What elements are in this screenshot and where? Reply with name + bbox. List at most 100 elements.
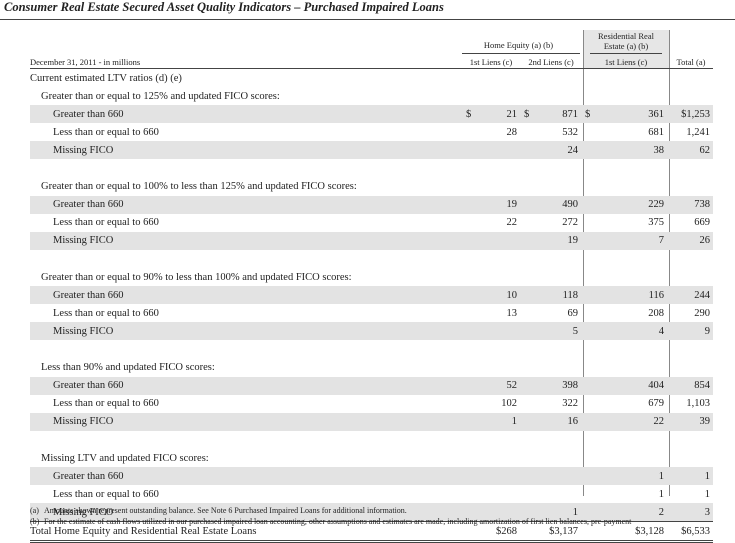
header-col-rre-1st: 1st Liens (c) — [604, 57, 648, 67]
cell-rre — [581, 69, 667, 87]
cell-value: 26 — [699, 235, 711, 247]
cell-he1 — [462, 467, 520, 486]
cell-he2: 322 — [520, 395, 581, 413]
cell-total: 1,103 — [667, 395, 713, 413]
cell-he1 — [462, 449, 520, 467]
cell-value: 116 — [648, 289, 664, 301]
cell-value: 21 — [506, 108, 518, 120]
cell-he2: 69 — [520, 304, 581, 322]
cell-value: 24 — [567, 144, 579, 156]
cell-value: 39 — [699, 416, 711, 428]
row-label: Greater than or equal to 100% to less th… — [41, 181, 357, 193]
asset-quality-table: Current estimated LTV ratios (d) (e) Grea… — [30, 69, 713, 543]
cell-rre: 229 — [581, 195, 667, 214]
header-residential-line1: Residential Real — [598, 31, 654, 41]
cell-value: 62 — [699, 144, 711, 156]
cell-value: 7 — [658, 235, 664, 247]
table-row: Less than or equal to 660 1 1 — [30, 485, 713, 503]
cell-value: 1 — [658, 488, 664, 500]
cell-he1: 28 — [462, 123, 520, 141]
cell-value: 244 — [694, 289, 710, 301]
table-row: Greater than 660 19 490 229 738 — [30, 195, 713, 214]
cell-value: 69 — [567, 307, 579, 319]
cell-total — [667, 178, 713, 196]
cell-he1: 1 — [462, 412, 520, 431]
cell-total — [667, 431, 713, 449]
header-residential-shade — [583, 30, 669, 68]
cell-he1 — [462, 250, 520, 268]
row-label: Greater than 660 — [30, 376, 462, 395]
cell-rre: 38 — [581, 141, 667, 160]
table-row: Greater than 660 $21 $871 $361 $1,253 — [30, 105, 713, 124]
table-row: Missing FICO 1 2 3 — [30, 503, 713, 522]
residential-group-rule — [590, 53, 662, 54]
cell-he2: 118 — [520, 286, 581, 305]
cell-value: 854 — [694, 380, 710, 392]
cell-value: 10 — [506, 289, 518, 301]
cell-rre: 4 — [581, 322, 667, 341]
header-residential-line2: Estate (a) (b) — [603, 41, 649, 51]
header-col-he-1st: 1st Liens (c) — [469, 57, 513, 67]
cell-he2 — [520, 431, 581, 449]
cell-rre: $361 — [581, 105, 667, 124]
cell-he2: 1 — [520, 503, 581, 522]
cell-total — [667, 159, 713, 177]
cell-value: $1,253 — [681, 108, 710, 120]
cell-rre: 404 — [581, 376, 667, 395]
row-label: Missing FICO — [30, 231, 462, 250]
cell-he1 — [462, 178, 520, 196]
cell-value: 52 — [506, 380, 518, 392]
row-label: Missing FICO — [30, 412, 462, 431]
table-row: Missing FICO 19 7 26 — [30, 231, 713, 250]
cell-he1 — [462, 69, 520, 87]
row-label — [30, 250, 462, 268]
cell-value: 13 — [506, 307, 518, 319]
cell-he1 — [462, 87, 520, 105]
cell-value: 9 — [704, 325, 710, 337]
footnotes: (a) Amounts shown represent outstanding b… — [30, 505, 730, 527]
cell-he2 — [520, 87, 581, 105]
row-label: Missing FICO — [30, 322, 462, 341]
row-label: Missing LTV and updated FICO scores: — [41, 452, 209, 464]
cell-he2 — [520, 69, 581, 87]
row-label: Less than or equal to 660 — [53, 217, 159, 229]
cell-value: 3 — [704, 506, 710, 518]
cell-rre — [581, 359, 667, 377]
cell-total: $1,253 — [667, 105, 713, 124]
cell-rre — [581, 250, 667, 268]
cell-total: 854 — [667, 376, 713, 395]
cell-rre: 1 — [581, 467, 667, 486]
row-label: Missing FICO — [30, 503, 462, 522]
cell-rre — [581, 159, 667, 177]
cell-value: 272 — [562, 217, 578, 229]
cell-he2 — [520, 359, 581, 377]
cell-rre: 116 — [581, 286, 667, 305]
cell-value: 118 — [562, 289, 578, 301]
section-heading-row: Current estimated LTV ratios (d) (e) — [30, 69, 713, 87]
table-title: Consumer Real Estate Secured Asset Quali… — [4, 0, 444, 14]
cell-value: 19 — [506, 199, 518, 211]
cell-he1 — [462, 485, 520, 503]
cell-he2 — [520, 159, 581, 177]
cell-total: 290 — [667, 304, 713, 322]
row-label: Greater than or equal to 125% and update… — [41, 90, 280, 102]
row-label: Greater than 660 — [30, 286, 462, 305]
cell-he2 — [520, 449, 581, 467]
cell-value: 19 — [567, 235, 579, 247]
cell-rre — [581, 431, 667, 449]
spacer-row — [30, 250, 713, 268]
cell-rre: 375 — [581, 214, 667, 232]
cell-value: 361 — [648, 108, 664, 120]
footnote-mark: (a) — [30, 506, 39, 515]
table-row: Less than or equal to 660 28 532 681 1,241 — [30, 123, 713, 141]
cell-total: 1 — [667, 467, 713, 486]
table-row: Less than or equal to 660 22 272 375 669 — [30, 214, 713, 232]
row-label: Less than 90% and updated FICO scores: — [41, 362, 215, 374]
table-row: Less than or equal to 660 13 69 208 290 — [30, 304, 713, 322]
section-heading-row: Missing LTV and updated FICO scores: — [30, 449, 713, 467]
cell-he1: $21 — [462, 105, 520, 124]
cell-total: 9 — [667, 322, 713, 341]
header-col-total: Total (a) — [676, 57, 706, 67]
footnote: (b) For the estimate of cash flows utiliz… — [30, 516, 730, 527]
cell-total: 39 — [667, 412, 713, 431]
